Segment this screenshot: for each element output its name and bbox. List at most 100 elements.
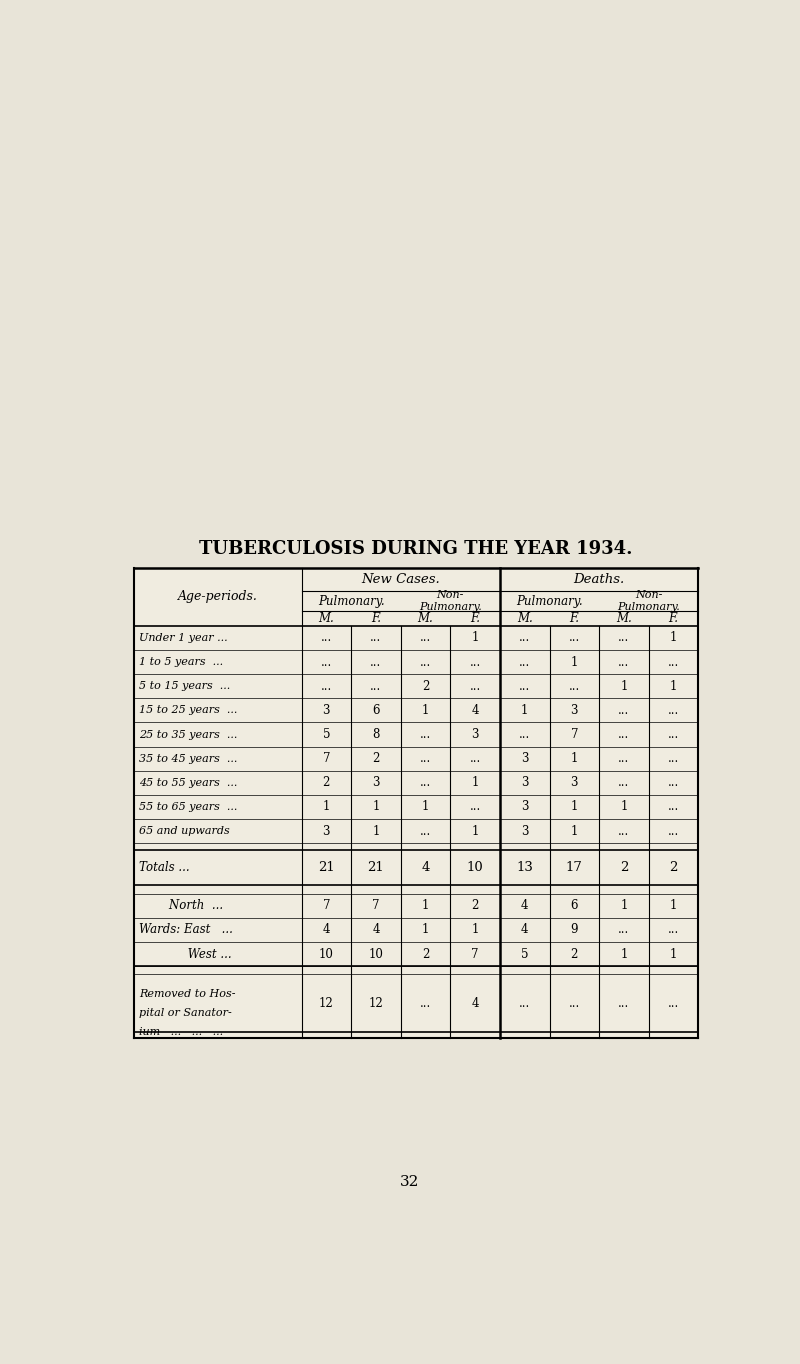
Text: Non-
Pulmonary.: Non- Pulmonary. (419, 591, 482, 612)
Text: 2: 2 (372, 752, 379, 765)
Text: ...: ... (668, 752, 679, 765)
Text: ...: ... (470, 656, 481, 668)
Text: 1: 1 (670, 899, 677, 913)
Text: 2: 2 (620, 861, 628, 874)
Text: M.: M. (517, 612, 533, 625)
Text: 1: 1 (570, 656, 578, 668)
Text: 4: 4 (471, 704, 479, 717)
Text: ...: ... (668, 656, 679, 668)
Text: 9: 9 (570, 923, 578, 936)
Text: 35 to 45 years  ...: 35 to 45 years ... (139, 754, 238, 764)
Text: ...: ... (569, 632, 580, 644)
Text: ...: ... (668, 923, 679, 936)
Text: 3: 3 (322, 704, 330, 717)
Text: 7: 7 (471, 948, 479, 960)
Text: 10: 10 (369, 948, 383, 960)
Text: 1: 1 (670, 948, 677, 960)
Text: F.: F. (470, 612, 480, 625)
Text: 5: 5 (322, 728, 330, 741)
Text: 5: 5 (521, 948, 529, 960)
Text: ...: ... (569, 679, 580, 693)
Text: ...: ... (519, 632, 530, 644)
Text: 21: 21 (367, 861, 384, 874)
Text: 3: 3 (570, 704, 578, 717)
Text: 1: 1 (471, 825, 478, 837)
Text: ...: ... (668, 704, 679, 717)
Text: 1: 1 (670, 632, 677, 644)
Text: ...: ... (618, 656, 630, 668)
Text: Deaths.: Deaths. (574, 573, 625, 587)
Text: 4: 4 (471, 997, 479, 1009)
Text: 21: 21 (318, 861, 334, 874)
Text: ...: ... (420, 997, 431, 1009)
Text: ...: ... (519, 679, 530, 693)
Text: North  ...: North ... (139, 899, 223, 913)
Text: Under 1 year ...: Under 1 year ... (139, 633, 228, 642)
Text: 25 to 35 years  ...: 25 to 35 years ... (139, 730, 238, 739)
Text: 7: 7 (322, 899, 330, 913)
Text: Pulmonary.: Pulmonary. (516, 595, 583, 608)
Text: ...: ... (618, 632, 630, 644)
Text: 1: 1 (471, 776, 478, 790)
Text: 4: 4 (521, 899, 529, 913)
Text: 4: 4 (422, 861, 430, 874)
Text: Wards: East   ...: Wards: East ... (139, 923, 233, 936)
Text: M.: M. (418, 612, 434, 625)
Text: ...: ... (668, 825, 679, 837)
Text: ...: ... (618, 728, 630, 741)
Text: ium   ...   ...   ...: ium ... ... ... (139, 1027, 223, 1037)
Text: Totals ...: Totals ... (139, 861, 190, 874)
Text: ...: ... (370, 679, 382, 693)
Text: 1: 1 (570, 752, 578, 765)
Text: ...: ... (370, 632, 382, 644)
Text: TUBERCULOSIS DURING THE YEAR 1934.: TUBERCULOSIS DURING THE YEAR 1934. (199, 540, 633, 558)
Text: ...: ... (618, 704, 630, 717)
Text: ...: ... (618, 825, 630, 837)
Text: F.: F. (371, 612, 381, 625)
Text: ...: ... (470, 679, 481, 693)
Text: 1: 1 (620, 679, 627, 693)
Text: Non-
Pulmonary.: Non- Pulmonary. (618, 591, 680, 612)
Text: F.: F. (570, 612, 579, 625)
Text: Removed to Hos-: Removed to Hos- (139, 989, 235, 998)
Text: 1: 1 (422, 801, 429, 813)
Text: ...: ... (618, 776, 630, 790)
Text: 1: 1 (471, 923, 478, 936)
Text: 3: 3 (521, 825, 529, 837)
Text: 12: 12 (369, 997, 383, 1009)
Text: ...: ... (618, 923, 630, 936)
Text: ...: ... (321, 632, 332, 644)
Text: 10: 10 (319, 948, 334, 960)
Text: ...: ... (470, 752, 481, 765)
Text: ...: ... (470, 801, 481, 813)
Text: 4: 4 (372, 923, 380, 936)
Text: Age-periods.: Age-periods. (178, 591, 258, 603)
Text: 1: 1 (372, 801, 379, 813)
Text: ...: ... (420, 728, 431, 741)
Text: ...: ... (321, 679, 332, 693)
Text: 55 to 65 years  ...: 55 to 65 years ... (139, 802, 238, 812)
Text: ...: ... (519, 728, 530, 741)
Text: 2: 2 (570, 948, 578, 960)
Text: 5 to 15 years  ...: 5 to 15 years ... (139, 681, 230, 692)
Text: 7: 7 (372, 899, 380, 913)
Text: 15 to 25 years  ...: 15 to 25 years ... (139, 705, 238, 715)
Text: 45 to 55 years  ...: 45 to 55 years ... (139, 777, 238, 788)
Text: 2: 2 (422, 948, 429, 960)
Text: M.: M. (318, 612, 334, 625)
Text: 4: 4 (521, 923, 529, 936)
Text: 3: 3 (372, 776, 380, 790)
Text: F.: F. (669, 612, 678, 625)
Text: 3: 3 (570, 776, 578, 790)
Text: 1: 1 (620, 899, 627, 913)
Text: ...: ... (370, 656, 382, 668)
Text: 6: 6 (570, 899, 578, 913)
Text: 3: 3 (521, 801, 529, 813)
Text: ...: ... (420, 776, 431, 790)
Text: ...: ... (420, 656, 431, 668)
Text: 1: 1 (670, 679, 677, 693)
Text: 3: 3 (521, 776, 529, 790)
Text: 2: 2 (471, 899, 478, 913)
Text: 7: 7 (322, 752, 330, 765)
Text: ...: ... (519, 656, 530, 668)
